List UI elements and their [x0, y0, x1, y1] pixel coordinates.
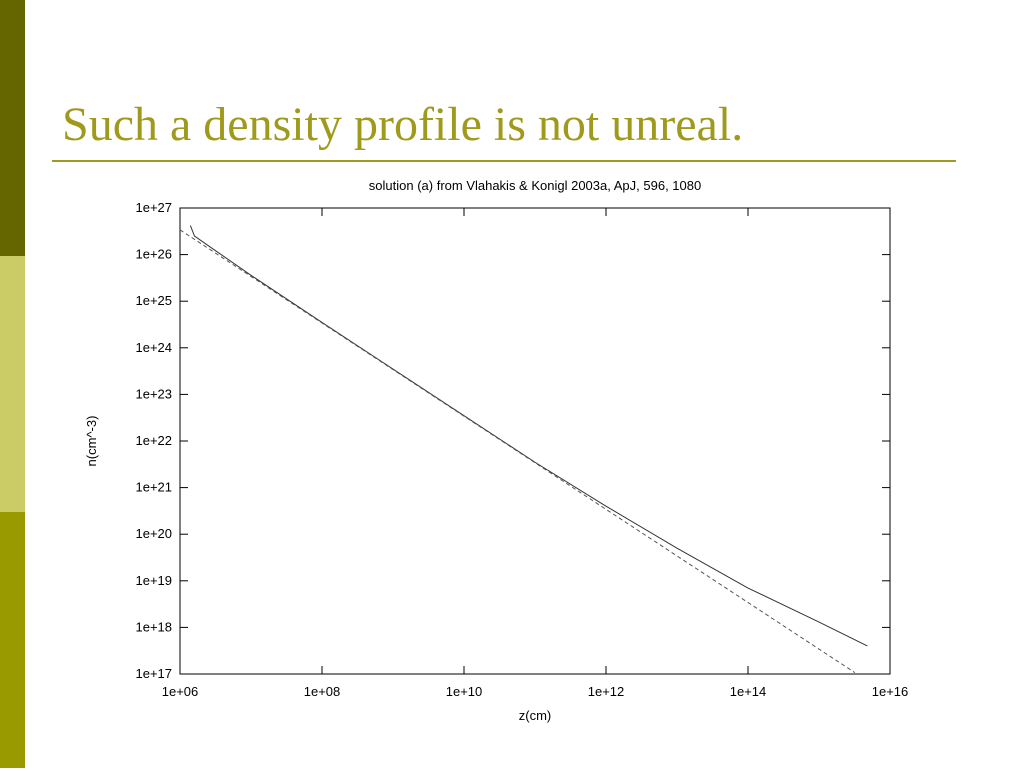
- x-tick-label: 1e+14: [730, 684, 767, 699]
- y-tick-label: 1e+18: [135, 619, 172, 634]
- side-bar-bottom: [0, 512, 25, 768]
- y-tick-label: 1e+21: [135, 480, 172, 495]
- chart-title: solution (a) from Vlahakis & Konigl 2003…: [369, 178, 701, 193]
- y-tick-label: 1e+27: [135, 200, 172, 215]
- y-axis-label: n(cm^-3): [84, 416, 99, 467]
- y-tick-label: 1e+24: [135, 340, 172, 355]
- y-tick-label: 1e+20: [135, 526, 172, 541]
- y-tick-label: 1e+19: [135, 573, 172, 588]
- y-tick-label: 1e+25: [135, 293, 172, 308]
- x-tick-label: 1e+16: [872, 684, 909, 699]
- side-bar-top: [0, 0, 25, 256]
- data-line: [179, 229, 856, 674]
- y-tick-label: 1e+17: [135, 666, 172, 681]
- slide-title: Such a density profile is not unreal.: [62, 98, 743, 151]
- x-tick-label: 1e+10: [446, 684, 483, 699]
- x-axis-label: z(cm): [519, 708, 552, 723]
- side-bar-middle: [0, 256, 25, 512]
- x-tick-label: 1e+12: [588, 684, 625, 699]
- y-tick-label: 1e+22: [135, 433, 172, 448]
- y-tick-label: 1e+26: [135, 247, 172, 262]
- x-tick-label: 1e+06: [162, 684, 199, 699]
- plot-frame: [179, 207, 891, 675]
- y-tick-label: 1e+23: [135, 386, 172, 401]
- data-line: [189, 225, 868, 647]
- x-tick-label: 1e+08: [304, 684, 341, 699]
